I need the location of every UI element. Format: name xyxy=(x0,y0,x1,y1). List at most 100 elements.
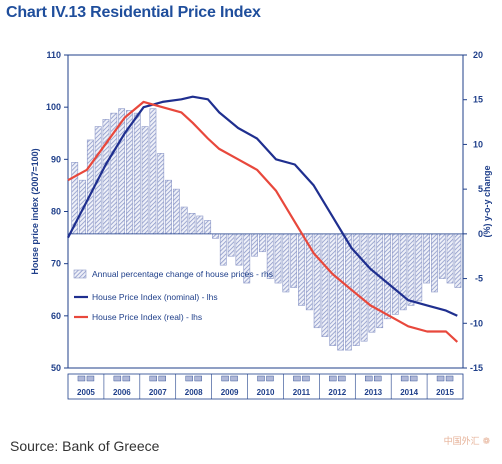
quarter-marker xyxy=(221,375,229,382)
year-label: 2009 xyxy=(221,388,239,397)
year-label: 2006 xyxy=(113,388,131,397)
quarter-marker xyxy=(365,375,373,382)
bar xyxy=(274,233,282,284)
bar xyxy=(219,233,227,266)
bar xyxy=(282,233,290,293)
chart: 50 60 70 80 90 100 110 -15 -10 -5 0 5 10 15 20 House pr… xyxy=(30,50,492,400)
source-note: Source: Bank of Greece xyxy=(10,438,160,454)
bar xyxy=(86,139,94,235)
year-label: 2015 xyxy=(436,388,454,397)
bar xyxy=(235,233,243,266)
year-label: 2005 xyxy=(77,388,95,397)
bar xyxy=(204,220,212,235)
left-tick-label: 100 xyxy=(46,102,61,112)
bar xyxy=(313,233,321,329)
bar xyxy=(165,179,172,235)
bar xyxy=(251,233,258,257)
bar xyxy=(368,233,376,333)
bar xyxy=(415,233,423,302)
right-tick-label: -10 xyxy=(470,318,483,328)
left-tick-label: 80 xyxy=(51,207,61,217)
bar xyxy=(227,233,235,257)
bar xyxy=(258,233,266,253)
bar xyxy=(157,153,165,235)
bar xyxy=(391,233,399,315)
quarter-marker xyxy=(158,375,166,382)
quarter-marker xyxy=(293,375,301,382)
bar xyxy=(407,233,415,306)
right-tick-label: -15 xyxy=(470,363,483,373)
bar xyxy=(438,233,446,279)
quarter-marker xyxy=(230,375,238,382)
bar xyxy=(376,233,384,329)
bar xyxy=(118,108,126,235)
right-tick-label: 10 xyxy=(473,139,483,149)
right-tick-label: 15 xyxy=(473,95,483,105)
quarter-marker xyxy=(338,375,346,382)
quarter-marker xyxy=(86,375,95,382)
right-tick-label: 0 xyxy=(478,229,483,239)
right-tick-label: 20 xyxy=(473,50,483,60)
year-band xyxy=(67,373,464,400)
bar xyxy=(321,233,329,338)
bar xyxy=(133,112,141,235)
left-axis-label: House price index (2007=100) xyxy=(30,148,40,274)
watermark-logo: 中国外汇 ❁ xyxy=(443,437,490,447)
bar xyxy=(431,233,438,293)
year-label: 2008 xyxy=(185,388,203,397)
quarter-marker xyxy=(329,375,337,382)
real-line xyxy=(67,100,459,343)
right-tick-label: 5 xyxy=(478,184,483,194)
legend-bar-label: Annual percentage change of house prices… xyxy=(92,269,273,279)
bar xyxy=(141,126,149,235)
year-label: 2014 xyxy=(400,388,418,397)
bar xyxy=(298,233,305,306)
quarter-marker xyxy=(122,375,131,382)
quarter-marker xyxy=(266,375,274,382)
year-label: 2013 xyxy=(364,388,382,397)
quarter-marker xyxy=(374,375,382,382)
bar xyxy=(290,233,298,288)
bar xyxy=(360,233,368,342)
bar xyxy=(344,233,352,351)
chart-title: Chart IV.13 Residential Price Index xyxy=(6,4,261,21)
year-label: 2010 xyxy=(257,388,275,397)
legend-bar-swatch xyxy=(73,269,87,279)
bar xyxy=(454,233,462,288)
legend-real-label: House Price Index (real) - lhs xyxy=(92,312,202,322)
left-tick-label: 60 xyxy=(51,311,61,321)
quarter-marker xyxy=(445,375,454,382)
bar xyxy=(423,233,431,284)
quarter-marker xyxy=(194,375,202,382)
left-tick-label: 90 xyxy=(51,154,61,164)
bar xyxy=(446,233,454,284)
nominal-line xyxy=(67,95,458,317)
year-label: 2012 xyxy=(328,388,346,397)
year-label: 2011 xyxy=(293,388,311,397)
bar xyxy=(329,233,337,346)
bar xyxy=(102,119,110,235)
bar xyxy=(149,108,157,235)
quarter-marker xyxy=(436,375,445,382)
quarter-marker xyxy=(77,375,86,382)
quarter-marker xyxy=(257,375,265,382)
bar xyxy=(180,206,188,235)
quarter-marker xyxy=(113,375,122,382)
left-tick-label: 70 xyxy=(51,259,61,269)
bar xyxy=(384,233,391,320)
quarter-marker xyxy=(409,375,418,382)
left-tick-label: 110 xyxy=(46,50,61,60)
legend-nominal-label: House Price Index (nominal) - lhs xyxy=(92,292,218,302)
bar xyxy=(196,215,204,235)
quarter-marker xyxy=(400,375,409,382)
bar xyxy=(337,233,345,351)
quarter-marker xyxy=(185,375,193,382)
left-tick-label: 50 xyxy=(51,363,61,373)
right-axis-label: (%) y-o-y change xyxy=(482,165,492,237)
quarter-marker xyxy=(302,375,310,382)
year-label: 2007 xyxy=(149,388,167,397)
bar xyxy=(188,212,196,235)
bar xyxy=(172,188,180,235)
bar xyxy=(212,233,219,239)
quarter-marker xyxy=(149,375,157,382)
